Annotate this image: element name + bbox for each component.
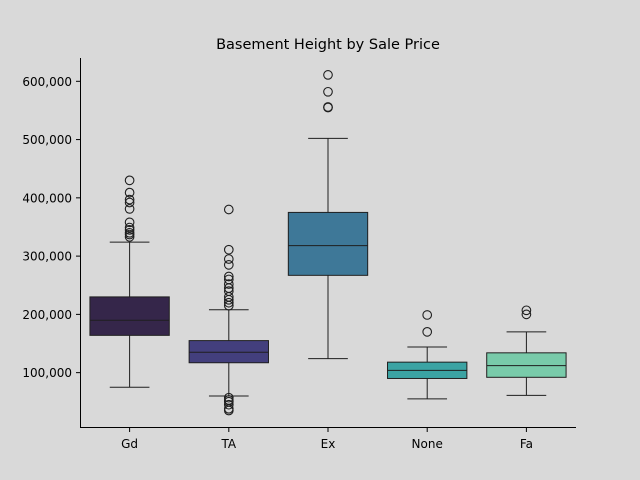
box-group-gd: [89, 175, 170, 388]
outlier-point: [422, 310, 433, 320]
outlier-point: [223, 260, 234, 270]
outlier-point: [124, 204, 135, 214]
outlier-point: [223, 274, 234, 285]
x-tick-label: Ex: [321, 437, 336, 451]
y-tick-label: 100,000: [22, 366, 72, 380]
y-axis-ticks: 100,000 200,000 300,000 400,000 500,000 600,0…: [22, 75, 80, 380]
iqr-box: [188, 340, 269, 364]
outlier-point: [124, 194, 135, 205]
iqr-box: [486, 352, 567, 378]
outlier-point: [223, 279, 234, 289]
outlier-point: [521, 309, 532, 320]
x-tick-label: None: [412, 437, 443, 451]
outlier-point: [223, 286, 234, 296]
outlier-point: [124, 187, 135, 198]
y-tick-label: 600,000: [22, 75, 72, 89]
outlier-point: [124, 232, 135, 242]
outlier-point: [223, 271, 234, 282]
outlier-point: [223, 254, 234, 264]
x-tick-label: Fa: [520, 437, 533, 451]
outlier-point: [422, 327, 433, 337]
outlier-point: [124, 225, 135, 235]
outlier-point: [223, 244, 234, 255]
outlier-point: [124, 217, 135, 228]
outlier-point: [323, 86, 333, 97]
y-tick-label: 500,000: [22, 133, 72, 147]
x-tick-label: Gd: [121, 437, 138, 451]
x-tick-label: TA: [220, 437, 236, 451]
outlier-point: [223, 204, 234, 215]
outlier-point: [323, 102, 333, 112]
iqr-box: [89, 296, 170, 336]
outlier-point: [223, 297, 234, 308]
y-tick-label: 400,000: [22, 191, 72, 205]
outlier-point: [124, 227, 135, 238]
plot-area: [89, 70, 567, 416]
outlier-point: [323, 70, 333, 80]
outlier-point: [223, 395, 234, 405]
y-tick-label: 200,000: [22, 308, 72, 322]
x-axis-ticks: Gd TA Ex None Fa: [121, 428, 533, 451]
outlier-point: [223, 399, 234, 410]
iqr-box: [287, 211, 369, 276]
box-group-fa: [486, 305, 567, 396]
outlier-point: [223, 392, 234, 403]
outlier-point: [124, 175, 135, 186]
outlier-point: [124, 197, 135, 208]
box-group-none: [387, 310, 468, 400]
outlier-point: [124, 222, 135, 233]
chart-title: Basement Height by Sale Price: [216, 37, 440, 53]
box-group-ex: [287, 70, 369, 360]
box-group-ta: [188, 204, 269, 416]
outlier-point: [521, 305, 532, 316]
y-tick-label: 300,000: [22, 250, 72, 264]
